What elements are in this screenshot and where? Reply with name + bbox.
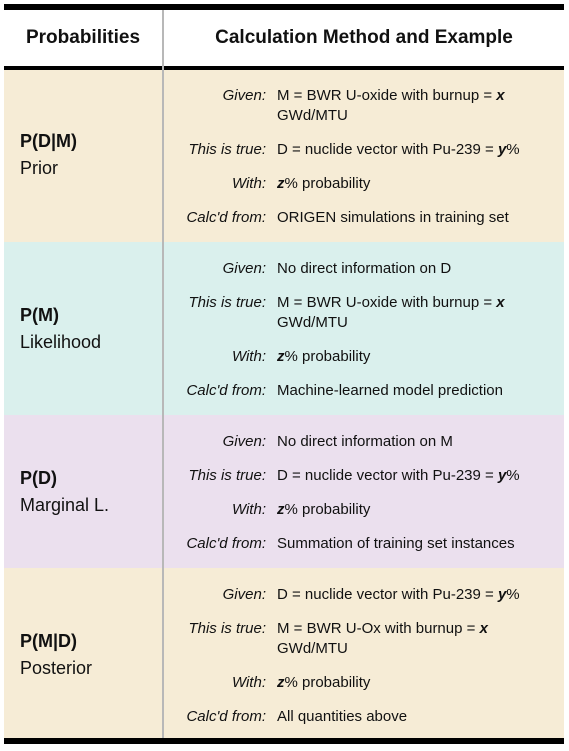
true-value: D = nuclide vector with Pu-239 = y% — [277, 467, 520, 484]
calc-key: Calc'd from: — [186, 708, 266, 725]
row-likelihood — [4, 242, 564, 415]
row-prior-label: P(D|M) Prior — [20, 128, 77, 182]
given-key: Given: — [222, 260, 266, 277]
with-value: z% probability — [277, 175, 371, 192]
given-value: M = BWR U-oxide with burnup = x GWd/MTU — [277, 87, 505, 124]
row-prior — [4, 70, 564, 242]
given-key: Given: — [222, 433, 266, 450]
true-key: This is true: — [188, 620, 266, 637]
true-value: M = BWR U-Ox with burnup = x GWd/MTU — [277, 620, 488, 657]
given-value: No direct information on M — [277, 433, 453, 450]
row-prior-symbol: P(D|M) — [20, 131, 78, 151]
row-marginal-label: P(D) Marginal L. — [20, 465, 109, 519]
given-value: D = nuclide vector with Pu-239 = y% — [277, 586, 520, 603]
top-rule — [4, 4, 564, 10]
row-likelihood-symbol: P(M) — [20, 305, 59, 325]
true-key: This is true: — [188, 467, 266, 484]
true-value: M = BWR U-oxide with burnup = x GWd/MTU — [277, 294, 505, 331]
with-value: z% probability — [277, 348, 371, 365]
header-rule — [4, 66, 564, 70]
calc-value: ORIGEN simulations in training set — [277, 209, 509, 226]
with-value: z% probability — [277, 501, 371, 518]
with-key: With: — [231, 348, 266, 365]
column-divider — [162, 10, 164, 738]
calc-value: All quantities above — [277, 708, 408, 725]
calc-key: Calc'd from: — [186, 209, 266, 226]
calc-key: Calc'd from: — [186, 382, 266, 399]
row-posterior-label: P(M|D) Posterior — [20, 628, 92, 682]
calc-value: Machine-learned model prediction — [277, 382, 503, 399]
header-probabilities: Probabilities — [25, 27, 141, 48]
given-key: Given: — [222, 87, 266, 104]
calc-key: Calc'd from: — [186, 535, 266, 552]
with-key: With: — [231, 175, 266, 192]
given-value: No direct information on D — [277, 260, 452, 277]
row-marginal-name: Marginal L. — [20, 495, 110, 515]
header-calculation-method: Calculation Method and Example — [215, 27, 513, 48]
true-key: This is true: — [188, 294, 266, 311]
row-posterior-name: Posterior — [20, 658, 93, 678]
given-key: Given: — [222, 586, 266, 603]
row-posterior-symbol: P(M|D) — [20, 631, 78, 651]
calc-value: Summation of training set instances — [277, 535, 515, 552]
row-marginal-symbol: P(D) — [20, 468, 57, 488]
with-key: With: — [231, 501, 266, 518]
true-key: This is true: — [188, 141, 266, 158]
row-posterior — [4, 568, 564, 738]
row-marginal — [4, 415, 564, 568]
bottom-rule — [4, 738, 564, 744]
true-value: D = nuclide vector with Pu-239 = y% — [277, 141, 520, 158]
with-key: With: — [231, 674, 266, 691]
with-value: z% probability — [277, 674, 371, 691]
row-likelihood-label: P(M) Likelihood — [20, 302, 101, 356]
row-prior-name: Prior — [20, 158, 59, 178]
row-likelihood-name: Likelihood — [20, 332, 102, 352]
